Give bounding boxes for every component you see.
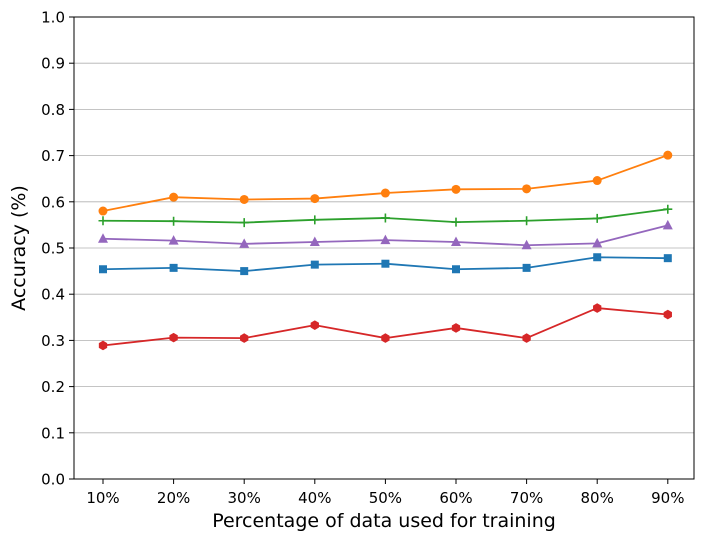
series-1 <box>98 150 673 216</box>
data-point <box>169 332 178 343</box>
x-tick-label: 10% <box>86 489 119 507</box>
data-point <box>662 219 673 230</box>
data-point <box>98 206 108 216</box>
data-point <box>521 239 532 250</box>
series-group <box>98 150 673 351</box>
data-point <box>663 254 672 263</box>
x-tick-label: 90% <box>651 489 684 507</box>
y-tick-label: 0.6 <box>41 193 65 211</box>
data-point <box>522 216 532 226</box>
data-point <box>169 216 179 226</box>
data-point <box>239 194 249 204</box>
y-tick-label: 0.5 <box>41 240 65 258</box>
y-tick-label: 0.3 <box>41 332 65 350</box>
data-point <box>592 237 603 248</box>
x-tick-label: 50% <box>369 489 402 507</box>
y-tick-label: 0.7 <box>41 147 65 165</box>
x-tick-label: 60% <box>439 489 472 507</box>
x-tick-label: 80% <box>581 489 614 507</box>
data-point <box>593 253 602 262</box>
y-tick-label: 0.0 <box>41 471 65 489</box>
x-tick-label: 70% <box>510 489 543 507</box>
data-point <box>99 265 107 274</box>
y-tick-label: 0.1 <box>41 424 65 442</box>
y-axis-label: Accuracy (%) <box>8 185 30 311</box>
data-point <box>593 303 602 313</box>
data-point <box>451 217 461 227</box>
data-point <box>169 263 178 272</box>
x-axis: 10% 20% 30% 40% 50% 60% 70% 80% 90% <box>86 479 684 507</box>
grid-lines <box>74 62 694 434</box>
series-3 <box>98 219 673 250</box>
data-point <box>239 218 249 228</box>
data-point <box>451 323 461 333</box>
data-point <box>592 213 602 223</box>
series-4 <box>99 253 672 276</box>
data-point <box>98 233 108 243</box>
data-point <box>592 176 602 186</box>
data-point <box>451 236 461 246</box>
data-point <box>451 184 461 194</box>
data-point <box>239 238 250 248</box>
x-tick-label: 40% <box>298 489 331 507</box>
y-tick-label: 0.2 <box>41 378 65 396</box>
data-point <box>663 204 673 214</box>
series-5 <box>98 303 672 351</box>
x-axis-label: Percentage of data used for training <box>212 510 556 532</box>
data-point <box>169 192 179 202</box>
data-point <box>380 213 390 223</box>
data-point <box>380 234 391 245</box>
y-tick-label: 1.0 <box>41 9 65 27</box>
data-point <box>240 267 249 276</box>
data-point <box>240 333 249 343</box>
y-axis: 0.0 0.1 0.2 0.3 0.4 0.5 0.6 0.7 0.8 0.9 1.0 <box>41 9 74 489</box>
data-point <box>98 340 108 351</box>
x-tick-label: 30% <box>228 489 261 507</box>
data-point <box>380 188 390 198</box>
data-point <box>381 333 390 343</box>
series-line <box>102 154 669 212</box>
data-point <box>98 216 108 226</box>
data-point <box>310 260 319 269</box>
data-point <box>452 265 460 274</box>
data-point <box>310 194 320 204</box>
series-2 <box>98 204 673 228</box>
y-tick-label: 0.9 <box>41 55 65 73</box>
data-point <box>309 236 320 246</box>
data-point <box>310 215 320 225</box>
y-tick-label: 0.8 <box>41 101 65 119</box>
data-point <box>522 263 531 272</box>
y-tick-label: 0.4 <box>41 286 65 304</box>
x-tick-label: 20% <box>157 489 190 507</box>
data-point <box>168 235 179 245</box>
data-point <box>663 309 672 320</box>
data-point <box>522 333 531 343</box>
data-point <box>522 184 532 194</box>
data-point <box>381 259 390 268</box>
data-point <box>310 320 319 330</box>
data-point <box>663 150 673 160</box>
